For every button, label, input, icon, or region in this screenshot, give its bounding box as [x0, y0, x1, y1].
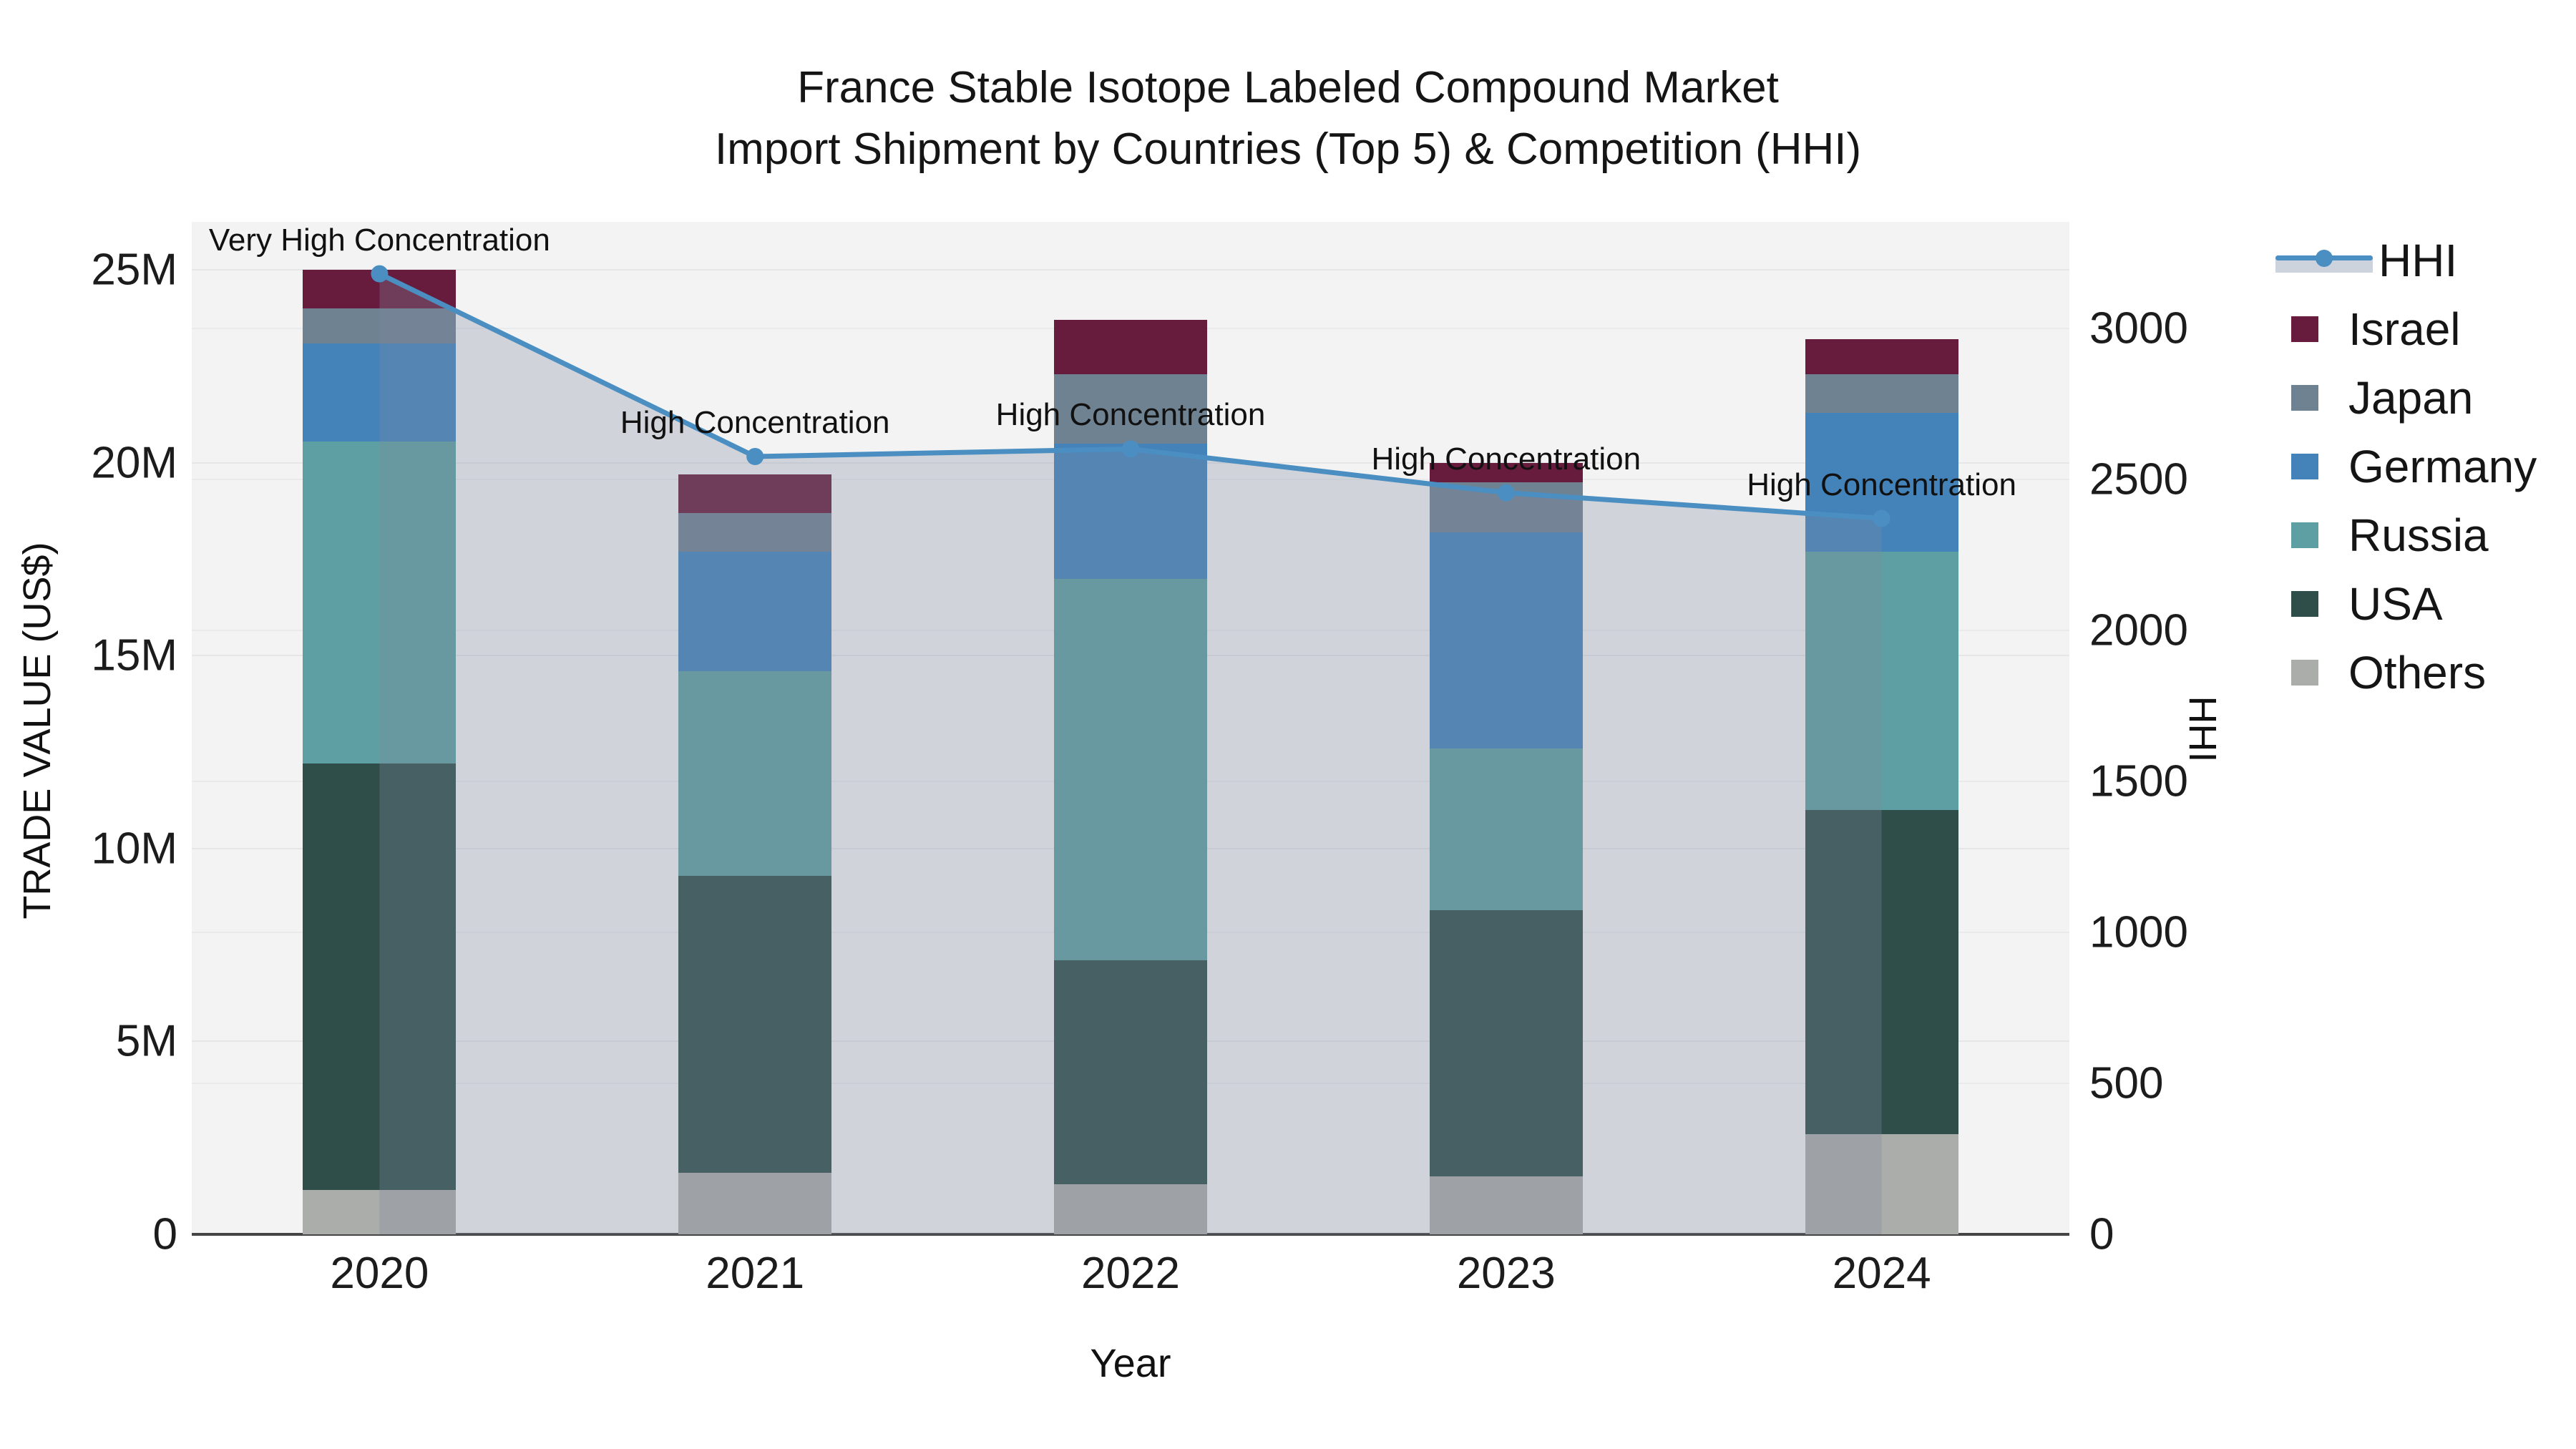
bar-2021-usa[interactable]	[678, 875, 832, 1173]
bar-2023-usa[interactable]	[1429, 910, 1583, 1177]
hhi-line-layer	[371, 265, 1890, 1234]
bar-2020-japan[interactable]	[303, 308, 457, 343]
bar-2022-russia[interactable]	[1054, 578, 1207, 961]
legend-swatch-japan	[2291, 385, 2318, 411]
y-left-tick-10M: 10M	[91, 824, 177, 874]
legend-item-japan[interactable]: Japan	[2275, 364, 2537, 432]
grid-line-y-25M	[192, 269, 2069, 271]
y-left-tick-0: 0	[152, 1209, 177, 1259]
y-left-axis-title: TRADE VALUE (US$)	[16, 542, 59, 919]
legend-label-israel: Israel	[2348, 303, 2461, 355]
y-right-tick-2000: 2000	[2089, 605, 2188, 655]
annotation-2020: Very High Concentration	[208, 222, 550, 258]
legend-item-israel[interactable]: Israel	[2275, 295, 2537, 364]
legend-swatch-others	[2291, 660, 2318, 686]
bar-2021-others[interactable]	[678, 1172, 832, 1234]
hhi-marker-2024[interactable]	[1873, 509, 1890, 527]
plot-area: Very High Concentration High Concentratio…	[192, 222, 2069, 1234]
bar-2024-others[interactable]	[1805, 1133, 1958, 1234]
legend-label-germany: Germany	[2348, 441, 2537, 492]
legend: HHI Israel Japan Germany Russia USA Others	[2275, 226, 2537, 707]
y-left-tick-15M: 15M	[91, 630, 177, 680]
bar-2023-israel[interactable]	[1429, 462, 1583, 482]
y-right-tick-1000: 1000	[2089, 907, 2188, 957]
y-right-tick-1500: 1500	[2089, 756, 2188, 806]
legend-hhi-line-swatch	[2275, 248, 2373, 273]
y-right-tick-500: 500	[2089, 1058, 2164, 1108]
bar-2022-israel[interactable]	[1054, 320, 1207, 374]
legend-label-hhi: HHI	[2379, 235, 2458, 286]
annotation-2023: High Concentration	[1371, 441, 1641, 477]
legend-label-russia: Russia	[2348, 509, 2489, 561]
x-axis-title: Year	[1090, 1340, 1171, 1385]
legend-hhi-marker-icon	[2316, 250, 2333, 267]
bar-2021-russia[interactable]	[678, 670, 832, 876]
chart-title-line-1: France Stable Isotope Labeled Compound M…	[797, 63, 1779, 112]
legend-item-hhi[interactable]: HHI	[2275, 226, 2537, 295]
legend-item-germany[interactable]: Germany	[2275, 432, 2537, 501]
bar-2021-germany[interactable]	[678, 551, 832, 671]
legend-item-others[interactable]: Others	[2275, 638, 2537, 707]
y-right-axis-title: HHI	[2181, 696, 2224, 763]
hhi-marker-2020[interactable]	[371, 265, 389, 283]
bar-2020-russia[interactable]	[303, 441, 457, 764]
bar-2022-germany[interactable]	[1054, 443, 1207, 579]
hhi-marker-2023[interactable]	[1497, 484, 1515, 502]
annotation-2024: High Concentration	[1747, 467, 2016, 502]
bar-2022-japan[interactable]	[1054, 374, 1207, 444]
bars-layer	[192, 222, 2069, 1234]
hhi-marker-2022[interactable]	[1122, 440, 1139, 458]
bar-2020-others[interactable]	[303, 1190, 457, 1234]
annotation-2022: High Concentration	[995, 397, 1266, 433]
bar-2023-russia[interactable]	[1429, 748, 1583, 911]
y-right-tick-3000: 3000	[2089, 303, 2188, 353]
x-tick-2022: 2022	[1081, 1249, 1180, 1298]
legend-swatch-russia	[2291, 522, 2318, 548]
chart-title-line-2: Import Shipment by Countries (Top 5) & C…	[714, 125, 1862, 174]
legend-swatch-usa	[2291, 591, 2318, 617]
y-right-tick-2500: 2500	[2089, 454, 2188, 504]
hhi-marker-2021[interactable]	[746, 447, 764, 465]
y-right-tick-0: 0	[2089, 1209, 2114, 1259]
bar-2024-israel[interactable]	[1805, 339, 1958, 374]
x-tick-2020: 2020	[330, 1249, 429, 1298]
x-tick-2023: 2023	[1456, 1249, 1556, 1298]
legend-label-others: Others	[2348, 647, 2487, 698]
y-left-tick-25M: 25M	[91, 245, 177, 295]
bar-2022-others[interactable]	[1054, 1184, 1207, 1234]
bar-2022-usa[interactable]	[1054, 960, 1207, 1184]
bar-2020-usa[interactable]	[303, 763, 457, 1190]
bar-2024-usa[interactable]	[1805, 810, 1958, 1134]
bar-2021-japan[interactable]	[678, 512, 832, 552]
bar-2024-russia[interactable]	[1805, 551, 1958, 811]
hhi-area-fill	[379, 273, 1882, 1234]
chart-title: France Stable Isotope Labeled Compound M…	[0, 57, 2576, 180]
legend-label-usa: USA	[2348, 578, 2443, 630]
legend-swatch-israel	[2291, 316, 2318, 342]
bar-2023-others[interactable]	[1429, 1176, 1583, 1234]
legend-swatch-germany	[2291, 454, 2318, 479]
bar-2021-israel[interactable]	[678, 474, 832, 513]
y-left-tick-5M: 5M	[115, 1016, 177, 1066]
annotation-layer: Very High Concentration High Concentratio…	[192, 222, 2069, 1234]
x-tick-2021: 2021	[706, 1249, 805, 1298]
annotation-2021: High Concentration	[620, 404, 890, 440]
bar-2023-germany[interactable]	[1429, 532, 1583, 748]
y-left-tick-20M: 20M	[91, 438, 177, 488]
legend-item-russia[interactable]: Russia	[2275, 501, 2537, 570]
legend-item-usa[interactable]: USA	[2275, 570, 2537, 638]
x-tick-2024: 2024	[1832, 1249, 1931, 1298]
x-axis-line	[192, 1233, 2069, 1236]
bar-2024-japan[interactable]	[1805, 374, 1958, 413]
bar-2024-germany[interactable]	[1805, 412, 1958, 552]
bar-2020-germany[interactable]	[303, 343, 457, 442]
legend-label-japan: Japan	[2348, 372, 2474, 424]
